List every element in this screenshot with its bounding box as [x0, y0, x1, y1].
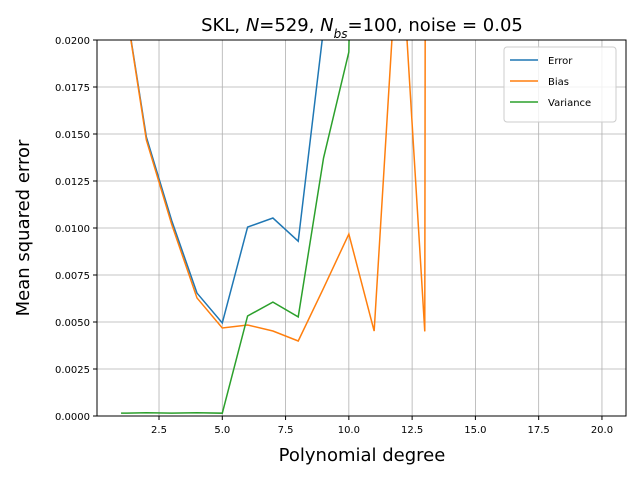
- series-line: [130, 40, 323, 325]
- x-tick-label: 17.5: [528, 425, 550, 436]
- title-part: N: [246, 15, 259, 36]
- y-tick-label: 0.0200: [55, 36, 90, 47]
- y-tick-label: 0.0125: [55, 177, 90, 188]
- title-part: =100, noise = 0.05: [348, 15, 523, 36]
- y-tick-label: 0.0050: [55, 318, 90, 329]
- title-part: =529,: [259, 15, 320, 36]
- y-tick-label: 0.0175: [55, 83, 90, 94]
- x-tick-label: 10.0: [338, 425, 360, 436]
- series-line: [130, 40, 426, 342]
- x-tick-label: 7.5: [278, 425, 294, 436]
- plot-frame: [96, 39, 627, 417]
- x-tick-label: 12.5: [401, 425, 423, 436]
- y-tick-label: 0.0000: [55, 412, 90, 423]
- title-part: SKL,: [201, 15, 246, 36]
- legend-label: Variance: [548, 98, 591, 109]
- x-tick-label: 2.5: [151, 425, 167, 436]
- title-part: N: [320, 15, 333, 36]
- legend-label: Bias: [548, 77, 569, 88]
- y-axis-label: Mean squared error: [13, 139, 34, 316]
- x-tick-label: 5.0: [214, 425, 230, 436]
- chart-title: SKL, N=529, Nbs=100, noise = 0.05: [201, 15, 523, 41]
- series-line: [121, 40, 350, 414]
- y-tick-label: 0.0150: [55, 130, 90, 141]
- y-tick-label: 0.0075: [55, 271, 90, 282]
- x-tick-label: 20.0: [591, 425, 613, 436]
- x-axis-label: Polynomial degree: [279, 445, 446, 466]
- title-part: bs: [334, 27, 348, 41]
- x-tick-label: 15.0: [464, 425, 486, 436]
- y-tick-label: 0.0100: [55, 224, 90, 235]
- legend-label: Error: [548, 56, 573, 67]
- y-tick-label: 0.0025: [55, 365, 90, 376]
- legend-box: [503, 46, 617, 123]
